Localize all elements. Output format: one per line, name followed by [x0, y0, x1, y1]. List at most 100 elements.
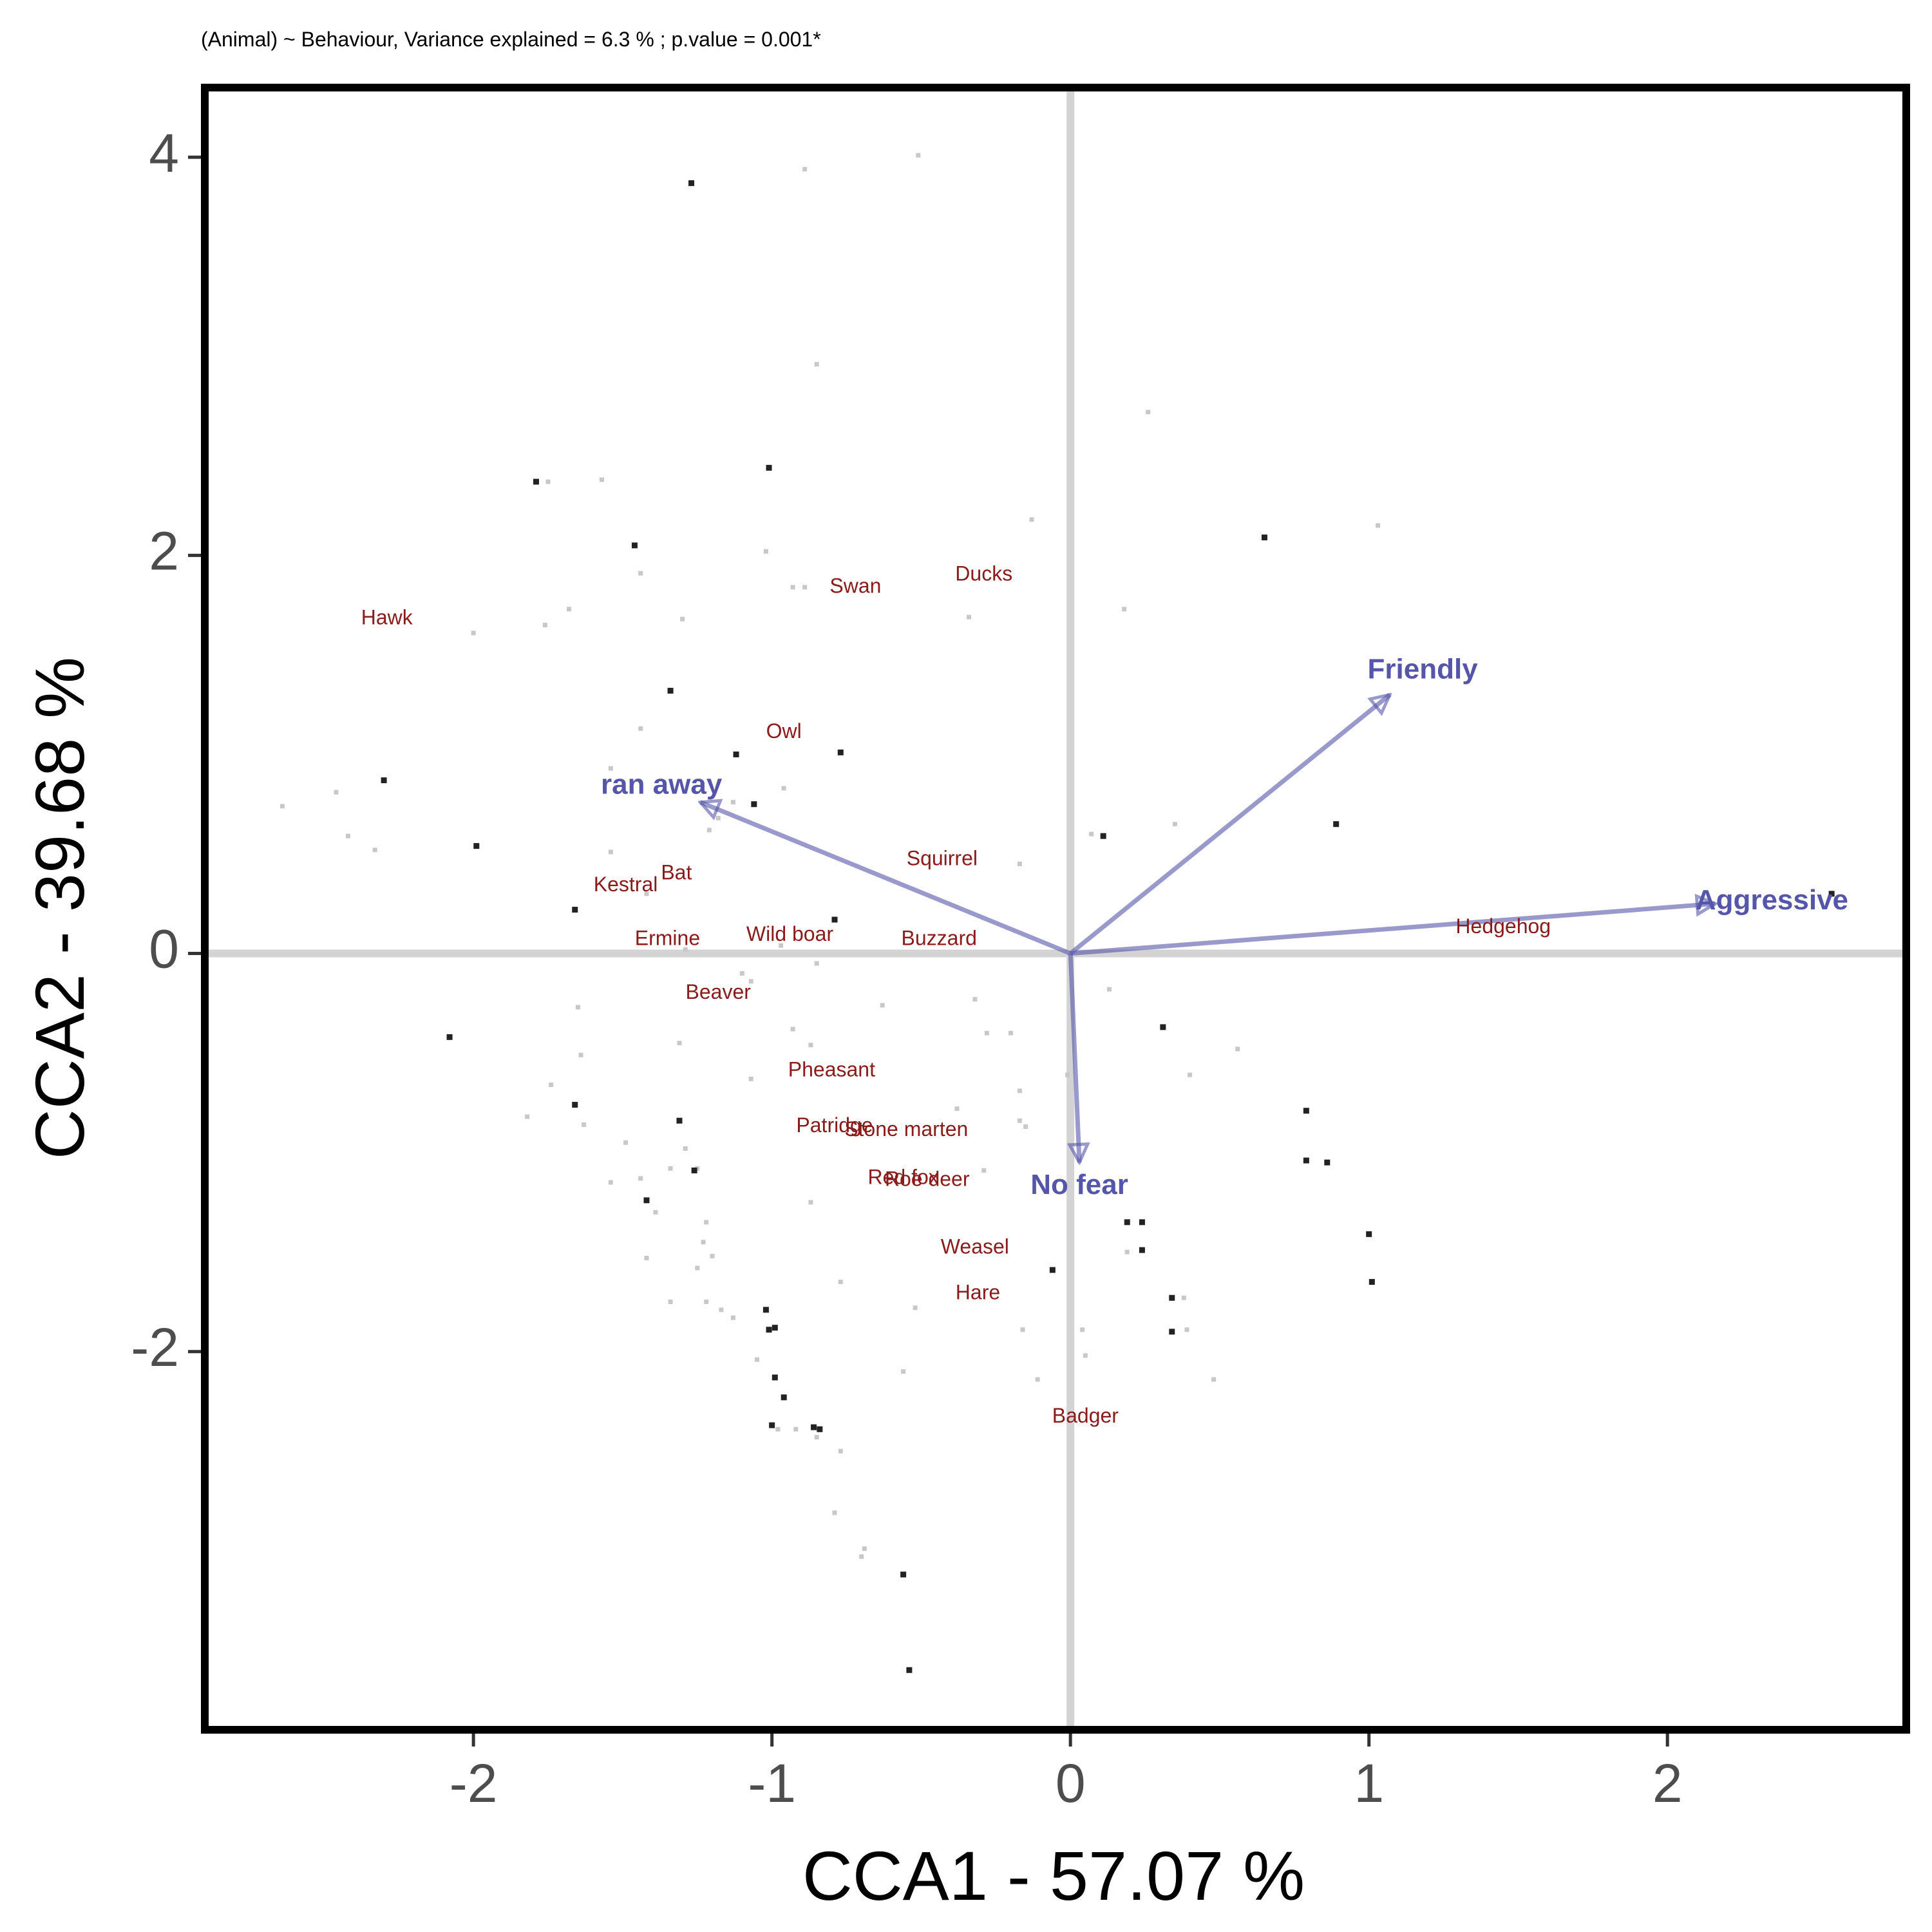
site-point	[906, 1667, 913, 1673]
species-label: Stone marten	[844, 1117, 968, 1141]
site-point	[608, 766, 613, 771]
site-point	[1172, 822, 1177, 827]
site-point	[781, 786, 786, 791]
site-point	[779, 943, 784, 948]
site-point	[631, 542, 638, 549]
plot-frame	[201, 84, 1910, 1734]
site-point	[683, 1146, 688, 1151]
site-point	[644, 891, 649, 896]
site-point	[1100, 833, 1106, 839]
site-point	[1146, 410, 1151, 415]
site-point	[572, 907, 578, 913]
site-point	[1124, 1219, 1130, 1226]
site-point	[748, 979, 753, 984]
vector-arrow-aggressive	[1070, 904, 1715, 956]
site-point	[653, 1209, 658, 1215]
site-point	[808, 1200, 813, 1205]
site-point	[1368, 1279, 1375, 1285]
site-point	[549, 1083, 554, 1088]
site-point	[1083, 1353, 1088, 1358]
site-point	[832, 1510, 837, 1515]
site-point	[730, 800, 735, 805]
site-point	[1089, 831, 1094, 837]
site-point	[719, 1307, 724, 1312]
site-point	[701, 1240, 706, 1245]
site-points	[280, 153, 1835, 1673]
species-label: Owl	[766, 719, 802, 743]
species-label: Roe deer	[885, 1167, 970, 1190]
site-point	[838, 1280, 843, 1285]
site-point	[981, 1168, 987, 1173]
site-point	[1008, 1030, 1013, 1036]
site-point	[345, 833, 350, 838]
site-point	[754, 1357, 759, 1362]
site-point	[372, 848, 377, 853]
site-point	[781, 1394, 787, 1401]
site-point	[1160, 1024, 1166, 1030]
site-point	[913, 1305, 918, 1311]
site-point	[1828, 891, 1835, 897]
site-point	[1017, 1088, 1022, 1094]
site-point	[916, 153, 921, 158]
site-point	[677, 1041, 682, 1046]
site-point	[638, 571, 643, 576]
site-point	[762, 1307, 769, 1313]
species-label: Ducks	[955, 562, 1012, 585]
site-point	[623, 1140, 629, 1145]
site-point	[880, 1003, 885, 1008]
site-point	[790, 1027, 795, 1032]
site-point	[1303, 1157, 1309, 1164]
site-point	[599, 477, 604, 482]
site-point	[972, 997, 978, 1002]
site-point	[1020, 1327, 1025, 1332]
species-label: Squirrel	[907, 847, 978, 870]
species-label: Ermine	[635, 926, 700, 949]
x-axis-ticks: -2 -1 0 1 2	[450, 1734, 1683, 1814]
site-point	[814, 1435, 819, 1440]
site-point	[1366, 1231, 1372, 1237]
vector-label-ran-away: ran away	[601, 769, 723, 800]
site-point	[1080, 1327, 1085, 1332]
site-point	[1261, 535, 1267, 541]
site-point	[802, 585, 808, 590]
site-point	[644, 1255, 649, 1260]
site-point	[704, 1220, 709, 1225]
site-point	[473, 843, 480, 849]
site-point	[1049, 1267, 1056, 1273]
site-point	[695, 1166, 700, 1171]
site-point	[545, 479, 551, 484]
site-point	[730, 1315, 735, 1320]
site-point	[688, 180, 695, 186]
vector-label-friendly: Friendly	[1368, 653, 1479, 685]
species-label: Badger	[1052, 1404, 1119, 1427]
y-tick-label: 0	[149, 919, 179, 980]
species-label: Weasel	[941, 1235, 1009, 1258]
site-point	[1303, 1108, 1309, 1114]
site-point	[859, 1554, 864, 1559]
chart-title: (Animal) ~ Behaviour, Variance explained…	[201, 28, 821, 51]
site-point	[533, 478, 539, 485]
site-point	[1376, 523, 1381, 528]
species-label: Wild boar	[746, 922, 834, 945]
site-point	[814, 961, 819, 966]
site-point	[695, 1265, 700, 1271]
site-point	[1017, 861, 1022, 866]
y-axis-ticks: -2 0 2 4	[131, 122, 201, 1378]
site-point	[739, 971, 744, 976]
site-point	[862, 1546, 867, 1551]
x-tick-label: 0	[1056, 1753, 1086, 1814]
species-label: Bat	[661, 860, 692, 884]
site-point	[772, 1374, 778, 1381]
site-point	[706, 828, 712, 833]
vector-arrow-friendly	[1068, 695, 1390, 956]
species-label: Beaver	[686, 980, 752, 1003]
site-point	[280, 804, 285, 809]
site-point	[802, 167, 808, 172]
site-point	[1029, 517, 1034, 522]
site-point	[984, 1030, 989, 1036]
x-tick-label: -2	[450, 1753, 498, 1814]
site-point	[668, 1166, 673, 1171]
site-point	[900, 1571, 907, 1578]
